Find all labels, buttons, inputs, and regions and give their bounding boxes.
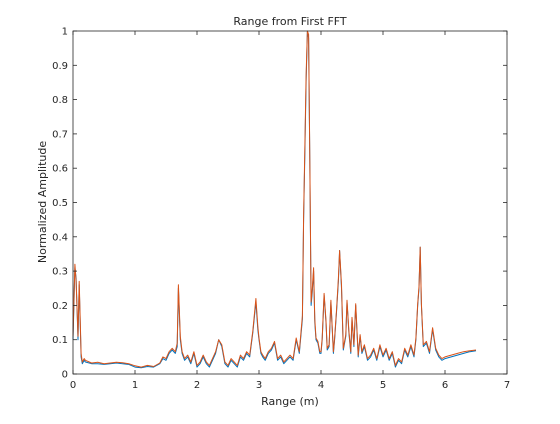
x-axis-label: Range (m) — [261, 395, 319, 408]
y-tick-label: 0.7 — [52, 129, 68, 140]
chart-title: Range from First FFT — [233, 15, 347, 28]
x-tick-label: 2 — [194, 380, 200, 391]
y-tick-label: 0.8 — [52, 95, 68, 106]
x-tick-label: 5 — [380, 380, 386, 391]
x-tick-label: 0 — [70, 380, 76, 391]
y-tick-label: 0.1 — [52, 335, 68, 346]
x-tick-label: 1 — [132, 380, 138, 391]
y-tick-label: 0.5 — [52, 198, 68, 209]
y-tick-label: 0 — [62, 370, 68, 381]
axes-background — [73, 31, 507, 374]
series-layer — [72, 30, 477, 369]
tick-layer: 0 1 2 3 4 5 6 7 0 0.1 0.2 0.3 0.4 0.5 0.6 0.7 0.8 0.9 1 — [52, 27, 510, 392]
y-axis-label: Normalized Amplitude — [36, 141, 49, 263]
axes-box — [72, 30, 508, 375]
y-tick-label: 1 — [62, 27, 68, 38]
y-tick-label: 0.2 — [52, 301, 68, 312]
y-tick-label: 0.9 — [52, 61, 68, 72]
y-tick-label: 0.3 — [52, 267, 68, 278]
y-tick-label: 0.4 — [52, 232, 68, 243]
y-tick-label: 0.6 — [52, 164, 68, 175]
series-2-line — [72, 30, 477, 368]
x-tick-label: 4 — [318, 380, 324, 391]
x-tick-label: 3 — [256, 380, 262, 391]
x-tick-label: 6 — [442, 380, 448, 391]
x-tick-label: 7 — [504, 380, 510, 391]
